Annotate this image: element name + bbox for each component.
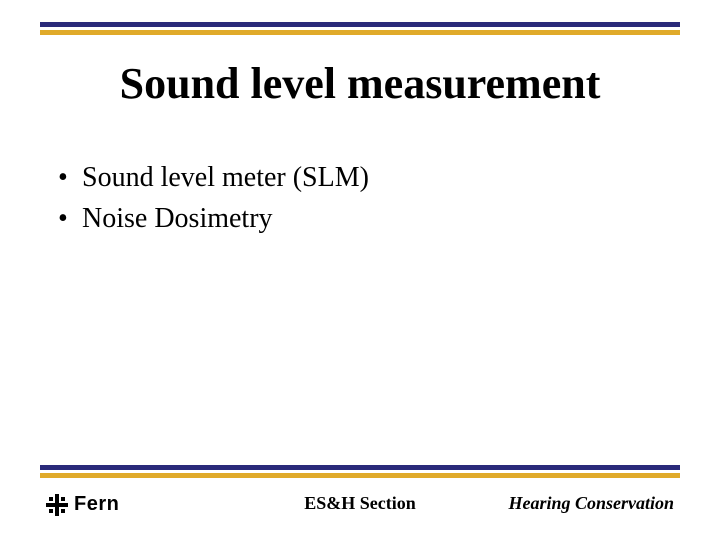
- top-divider-navy: [40, 22, 680, 27]
- bottom-divider: [40, 465, 680, 478]
- bullet-item: Sound level meter (SLM): [58, 158, 369, 199]
- slide: Sound level measurement Sound level mete…: [0, 0, 720, 540]
- bullet-item: Noise Dosimetry: [58, 199, 369, 240]
- bottom-divider-navy: [40, 465, 680, 470]
- bottom-divider-gold: [40, 473, 680, 478]
- top-divider: [40, 22, 680, 35]
- footer: Fern ES&H Section Hearing Conservation: [40, 484, 680, 522]
- slide-title: Sound level measurement: [0, 58, 720, 109]
- footer-right-text: Hearing Conservation: [508, 493, 674, 514]
- top-divider-gold: [40, 30, 680, 35]
- bullet-list: Sound level meter (SLM) Noise Dosimetry: [58, 158, 369, 239]
